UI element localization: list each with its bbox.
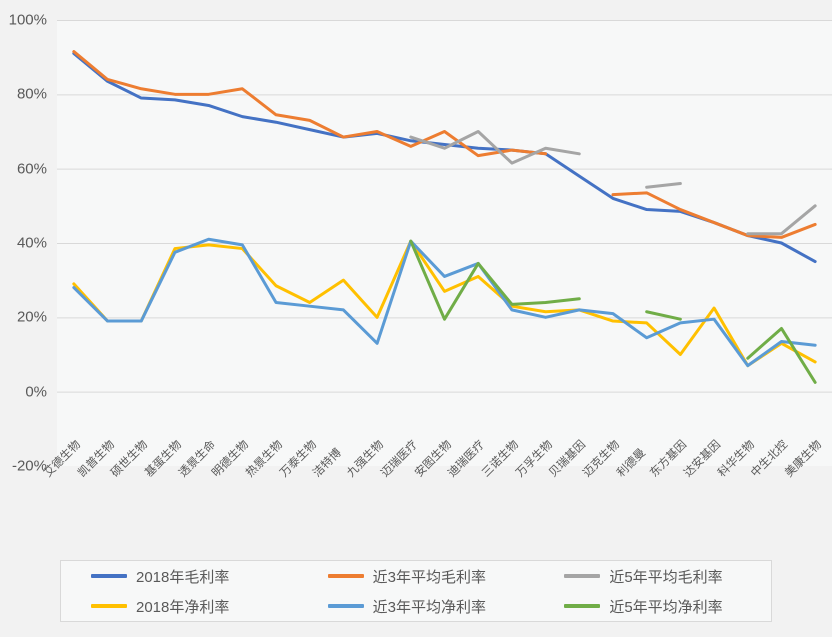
legend-item-label: 2018年净利率 [136,598,230,616]
legend: 2018年毛利率 近3年平均毛利率 近5年平均毛利率 2018年净利率 近3年平均净利率… [60,560,772,622]
legend-item[interactable]: 近5年平均毛利率 [534,566,771,587]
plot-area [57,20,832,466]
legend-color-swatch-icon [327,574,364,578]
x-axis: 艾德生物 凯普生物 硕世生物 基蛋生物 透景生命 明德生物 热景生物 万泰生物 洁特博 九强生物迈… [42,439,832,561]
y-axis: 100% 80% 60% 40% 20% 0% -20% [0,0,57,560]
y-axis-tick-label: 100% [8,11,47,29]
legend-item-label: 近3年平均净利率 [372,598,486,616]
legend-item[interactable]: 近5年平均净利率 [534,596,771,617]
legend-item[interactable]: 2018年毛利率 [61,566,298,587]
y-axis-tick-label: 60% [16,160,47,178]
y-axis-tick-label: 20% [16,308,47,326]
legend-item[interactable]: 近3年平均净利率 [298,596,535,617]
y-axis-tick-label: 0% [25,383,47,401]
legend-color-swatch-icon [91,574,127,578]
y-axis-tick-label: -20% [11,457,47,475]
y-axis-tick-label: 40% [16,234,47,252]
legend-color-swatch-icon [327,604,364,608]
legend-color-swatch-icon [564,604,601,608]
legend-item-label: 近3年平均毛利率 [372,568,486,586]
legend-color-swatch-icon [564,574,601,578]
legend-color-swatch-icon [91,604,127,608]
y-axis-tick-label: 80% [16,85,47,103]
legend-item-label: 2018年毛利率 [136,568,230,586]
legend-item[interactable]: 2018年净利率 [61,596,298,617]
legend-item-label: 近5年平均毛利率 [609,568,723,586]
legend-item[interactable]: 近3年平均毛利率 [298,566,535,587]
legend-item-label: 近5年平均净利率 [609,598,723,616]
legend-grid: 2018年毛利率 近3年平均毛利率 近5年平均毛利率 2018年净利率 近3年平均净利率… [61,561,771,621]
series-lines [72,50,817,384]
